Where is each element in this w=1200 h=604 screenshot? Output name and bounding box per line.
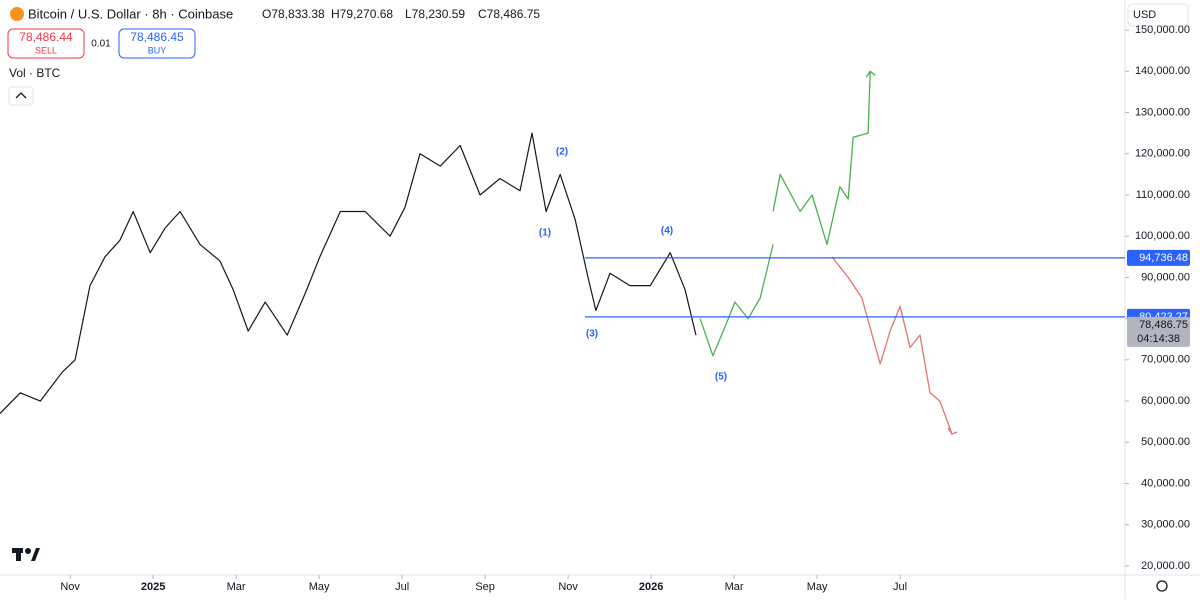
y-tick-label: 50,000.00: [1141, 436, 1190, 448]
arrow-head: [947, 427, 958, 435]
tv-logo: [12, 548, 40, 561]
wave-label: (1): [539, 228, 551, 239]
countdown: 04:14:38: [1137, 333, 1180, 345]
y-tick-label: 20,000.00: [1141, 560, 1190, 572]
y-tick-label: 70,000.00: [1141, 354, 1190, 366]
wave-label: (3): [586, 329, 598, 340]
collapse-button[interactable]: [8, 86, 34, 106]
x-tick-label: 2026: [639, 581, 663, 593]
settings-icon[interactable]: [1156, 580, 1168, 592]
x-tick-label: May: [807, 581, 828, 593]
x-tick-label: Jul: [395, 581, 409, 593]
y-tick-label: 120,000.00: [1135, 148, 1190, 160]
wave-label: (4): [661, 226, 673, 237]
currency: USD: [1133, 9, 1156, 21]
buy-label: BUY: [148, 45, 167, 55]
x-tick-label: Mar: [725, 581, 744, 593]
x-tick-label: May: [309, 581, 330, 593]
sell-button[interactable]: [7, 28, 85, 59]
collapse-icon: [15, 92, 27, 99]
volume-label: Vol · BTC: [9, 66, 61, 80]
x-tick-label: Nov: [60, 581, 80, 593]
symbol-title: Bitcoin / U.S. Dollar · 8h · Coinbase: [28, 6, 233, 21]
arrow-head: [865, 70, 876, 78]
price-line: [699, 71, 871, 357]
x-tick-label: Jul: [893, 581, 907, 593]
y-tick-label: 110,000.00: [1136, 189, 1190, 201]
ohlc-low: L78,230.59: [405, 7, 465, 21]
y-tick-label: 150,000.00: [1135, 24, 1190, 36]
wave-label: (5): [715, 372, 727, 383]
btc-icon: [10, 7, 24, 21]
x-tick-label: 2025: [141, 581, 165, 593]
sell-price: 78,486.44: [19, 30, 73, 44]
price-line: [0, 132, 697, 414]
buy-button[interactable]: [118, 28, 196, 59]
last-price-label: 78,486.75: [1139, 319, 1188, 331]
spread: 0.01: [91, 39, 111, 50]
y-tick-label: 30,000.00: [1141, 519, 1190, 531]
y-tick-label: 90,000.00: [1141, 271, 1190, 283]
wave-label: (2): [556, 147, 568, 158]
ohlc-close: C78,486.75: [478, 7, 540, 21]
level-label: 94,736.48: [1139, 252, 1188, 264]
y-tick-label: 140,000.00: [1135, 65, 1190, 77]
level-box: [1127, 249, 1190, 266]
y-tick-label: 60,000.00: [1141, 395, 1190, 407]
y-tick-label: 130,000.00: [1135, 106, 1190, 118]
y-tick-label: 100,000.00: [1135, 230, 1190, 242]
y-tick-label: 40,000.00: [1141, 477, 1190, 489]
x-tick-label: Nov: [558, 581, 578, 593]
buy-price: 78,486.45: [130, 30, 184, 44]
price-line: [831, 256, 953, 435]
x-tick-label: Sep: [475, 581, 495, 593]
ohlc-open: O78,833.38: [262, 7, 325, 21]
currency-select[interactable]: [1127, 3, 1189, 27]
last-price-box: [1127, 316, 1190, 347]
ohlc-high: H79,270.68: [331, 7, 393, 21]
sell-label: SELL: [35, 45, 57, 55]
x-tick-label: Mar: [227, 581, 246, 593]
